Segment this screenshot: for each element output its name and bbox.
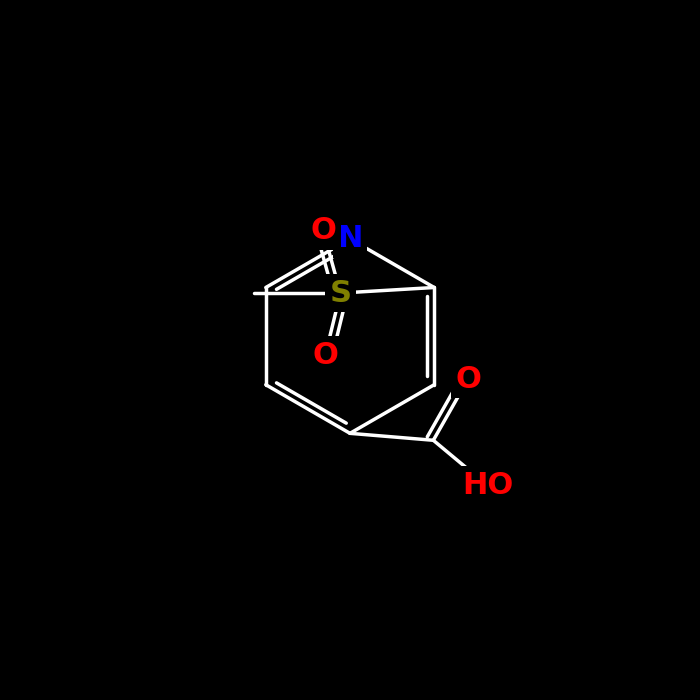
Text: S: S [330,279,351,307]
Text: N: N [337,225,363,253]
Text: HO: HO [462,471,513,500]
Text: O: O [312,341,338,370]
Text: O: O [310,216,336,245]
Text: O: O [455,365,481,393]
